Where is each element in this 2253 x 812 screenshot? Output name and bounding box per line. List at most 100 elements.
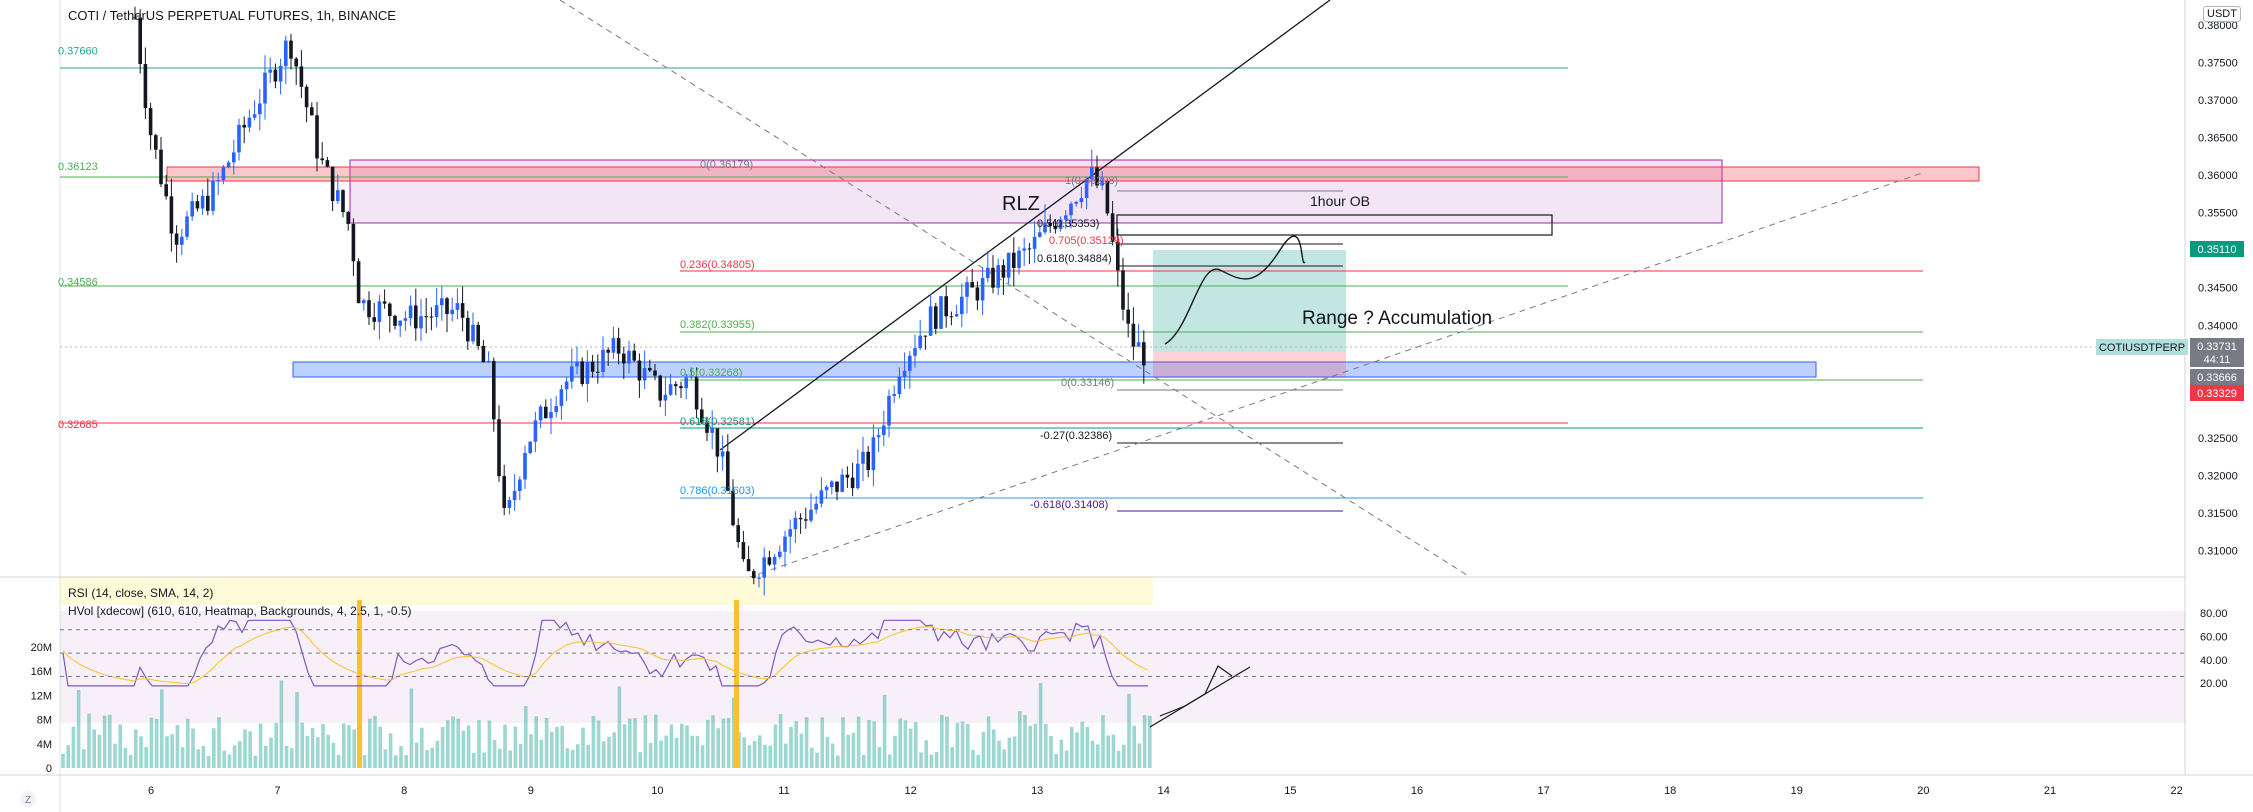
candle-body <box>195 201 200 209</box>
volume-bar <box>888 754 892 768</box>
volume-bar <box>232 745 237 768</box>
candle-body <box>700 409 704 423</box>
candle-body <box>840 474 844 492</box>
volume-bar <box>534 716 538 768</box>
volume-bar <box>170 734 174 768</box>
candle-body <box>590 361 595 372</box>
level-label-left: 0.36123 <box>58 161 98 173</box>
candle-body <box>731 490 735 526</box>
ob-annotation: 1hour OB <box>1310 193 1370 209</box>
volume-bar <box>196 749 200 768</box>
candle-body <box>928 306 933 336</box>
candle-body <box>1012 252 1016 268</box>
volume-bar <box>342 723 346 768</box>
candle-body <box>398 320 402 326</box>
candle-body <box>221 167 226 181</box>
candle-body <box>648 367 652 371</box>
candle-body <box>216 180 220 182</box>
price-tag <box>2190 385 2244 401</box>
candle-body <box>304 86 309 108</box>
candle-body <box>429 316 434 318</box>
volume-tick-label: 20M <box>31 642 52 654</box>
falling-dashed-trendline <box>559 0 1471 578</box>
volume-bar <box>674 737 679 768</box>
candle-body <box>237 124 241 153</box>
time-tick-label: 18 <box>1664 785 1676 797</box>
volume-bar <box>368 718 372 768</box>
price-tick-label: 0.34500 <box>2198 283 2238 295</box>
candle-body <box>949 316 954 318</box>
candle-body <box>377 301 382 322</box>
candle-body <box>242 124 246 128</box>
volume-bar <box>1096 744 1100 768</box>
volume-bar <box>76 689 81 768</box>
volume-bar <box>529 734 533 768</box>
volume-bar <box>877 747 882 768</box>
volume-bar <box>1054 754 1058 768</box>
volume-bar <box>716 728 720 768</box>
volume-bar <box>466 725 471 768</box>
rsi-indicator-label[interactable]: RSI (14, close, SMA, 14, 2) <box>68 586 214 600</box>
time-tick-label: 20 <box>1917 785 1929 797</box>
volume-bar <box>825 736 830 768</box>
volume-bar <box>612 732 616 768</box>
purple-supply-zone <box>349 159 1723 224</box>
candle-body <box>850 477 855 489</box>
candle-body <box>757 577 761 579</box>
candle-body <box>252 114 257 118</box>
time-tick-label: 7 <box>275 785 281 797</box>
candle-body <box>512 490 517 501</box>
candle-body <box>382 301 387 304</box>
volume-bar <box>664 735 668 768</box>
currency-button[interactable]: USDT <box>2203 6 2241 22</box>
volume-bar <box>414 742 419 768</box>
candle-body <box>1017 250 1021 268</box>
candle-body <box>783 536 787 552</box>
symbol-tag-text: COTIUSDTPERP <box>2099 342 2185 354</box>
volume-tick-label: 8M <box>37 715 52 727</box>
long-position-loss <box>1153 352 1346 378</box>
candle-body <box>1064 215 1068 220</box>
volume-bar <box>789 726 793 768</box>
volume-bar <box>804 717 809 768</box>
volume-bar <box>550 731 554 768</box>
candle-body <box>559 389 564 407</box>
volume-bar <box>862 754 866 768</box>
volume-bar <box>560 725 564 768</box>
volume-bar <box>420 727 424 768</box>
candle-body <box>1126 309 1130 324</box>
volume-bar <box>165 736 169 768</box>
volume-bar <box>264 745 268 768</box>
range-annotation: Range ? Accumulation <box>1302 308 1492 329</box>
candle-body <box>440 298 444 306</box>
candle-body <box>336 190 340 201</box>
rsi-projection <box>1159 665 1233 717</box>
candle-body <box>1027 248 1032 250</box>
candle-body <box>1079 198 1084 203</box>
rsi-tick-label: 20.00 <box>2200 678 2228 690</box>
volume-bar <box>919 752 923 768</box>
candle-body <box>814 503 818 510</box>
volume-bar <box>659 740 663 768</box>
candle-body <box>299 66 304 87</box>
volume-bar <box>451 716 455 768</box>
price-tick-label: 0.32000 <box>2198 471 2238 483</box>
candle-body <box>585 361 590 384</box>
candle-body <box>845 474 850 478</box>
volume-bar <box>799 733 804 768</box>
candle-body <box>1121 270 1125 310</box>
candle-body <box>403 318 408 321</box>
hvol-indicator-label[interactable]: HVol [xdecow] (610, 610, Heatmap, Backgr… <box>68 604 412 618</box>
candle-body <box>1006 252 1011 278</box>
candle-body <box>372 317 376 322</box>
candle-body <box>1136 342 1141 347</box>
candle-body <box>533 420 538 442</box>
candle-body <box>362 300 366 304</box>
volume-bar <box>492 739 497 768</box>
candle-body <box>710 428 714 433</box>
volume-bar <box>1122 744 1126 768</box>
volume-bar <box>654 714 658 768</box>
fib-label: 0.786(0.31603) <box>680 485 755 497</box>
volume-bar <box>310 727 315 768</box>
